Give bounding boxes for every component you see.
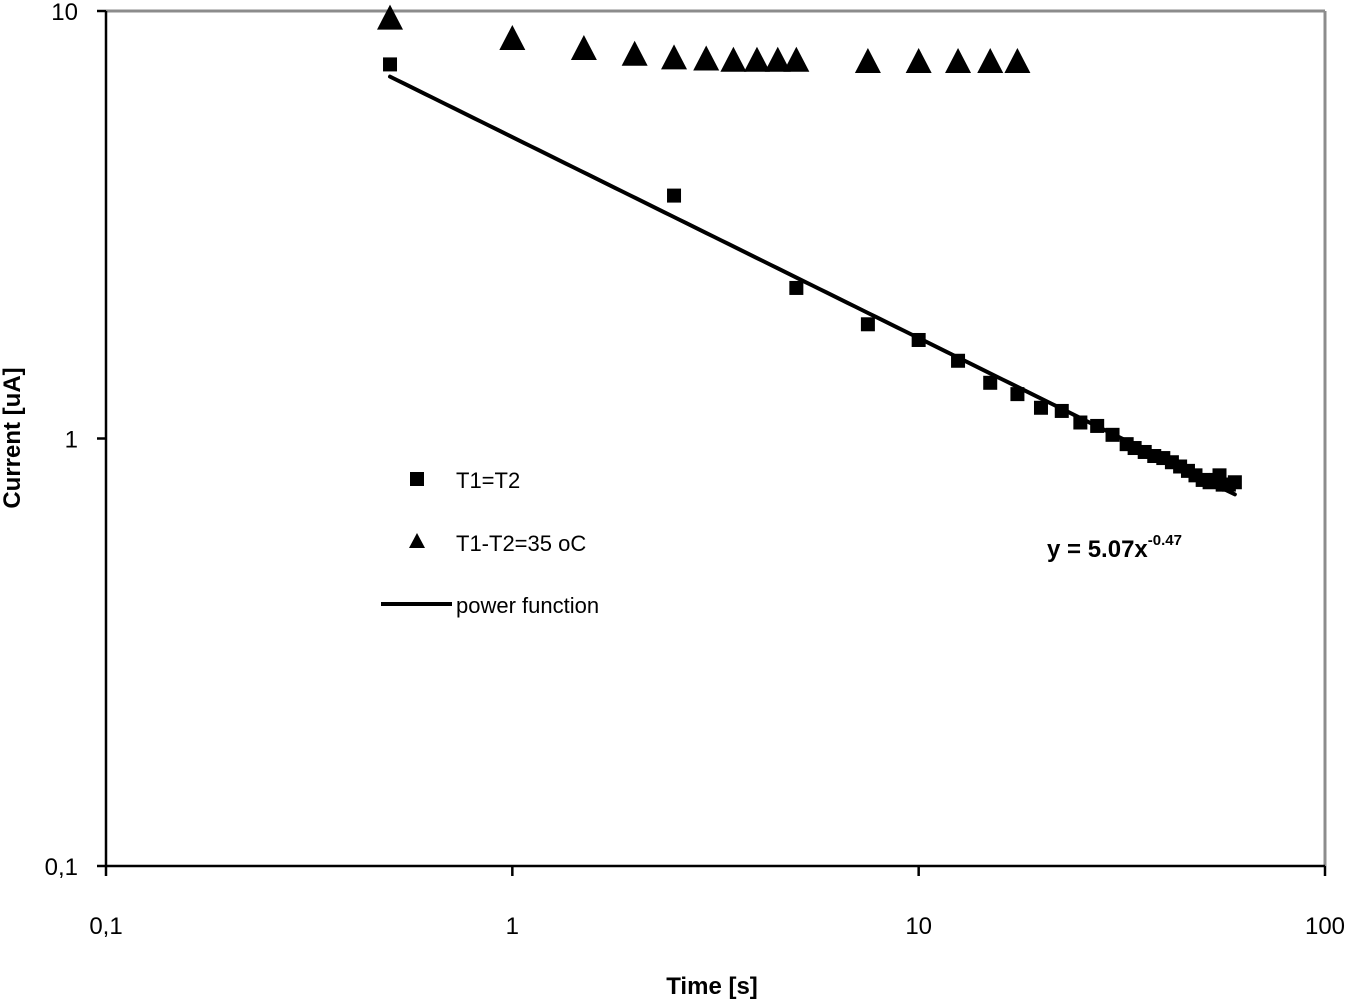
data-point-t1-equals-t2 xyxy=(1227,475,1242,490)
data-point-t1-equals-t2 xyxy=(789,280,804,295)
x-tick-label: 1 xyxy=(506,913,519,940)
data-point-temp-difference xyxy=(764,46,791,72)
data-point-temp-difference xyxy=(720,46,747,72)
legend-label-temp-difference: T1-T2=35 oC xyxy=(456,531,586,556)
data-point-temp-difference xyxy=(977,47,1004,73)
data-point-temp-difference xyxy=(570,34,597,60)
x-tick-label: 0,1 xyxy=(89,913,122,940)
data-point-t1-equals-t2 xyxy=(951,353,966,368)
fit-equation-base: y = 5.07x xyxy=(1047,536,1148,563)
data-point-t1-equals-t2 xyxy=(1073,415,1088,430)
data-point-temp-difference xyxy=(661,44,688,70)
data-point-temp-difference xyxy=(945,47,972,73)
data-point-t1-equals-t2 xyxy=(1033,400,1048,415)
fit-equation-exponent: -0.47 xyxy=(1148,532,1182,549)
legend-label-t1-equals-t2: T1=T2 xyxy=(456,468,520,493)
x-tick-label: 100 xyxy=(1305,913,1345,940)
data-point-temp-difference xyxy=(377,4,404,30)
data-point-temp-difference xyxy=(743,46,770,72)
data-point-temp-difference xyxy=(621,40,648,66)
y-tick-label: 1 xyxy=(65,427,78,454)
legend: T1=T2 T1-T2=35 oC power function xyxy=(381,468,599,618)
data-point-t1-equals-t2 xyxy=(983,375,998,390)
x-tick-label: 10 xyxy=(905,913,932,940)
legend-marker-triangle xyxy=(409,533,425,548)
y-tick-label: 0,1 xyxy=(45,854,78,881)
data-point-t1-equals-t2 xyxy=(1010,387,1025,402)
x-axis-label: Time [s] xyxy=(666,973,758,1000)
data-point-t1-equals-t2 xyxy=(1105,427,1120,442)
data-point-temp-difference xyxy=(693,45,720,71)
legend-label-power-function: power function xyxy=(456,593,599,618)
data-point-t1-equals-t2 xyxy=(383,57,398,72)
legend-marker-square xyxy=(410,472,424,486)
data-point-t1-equals-t2 xyxy=(1054,403,1069,418)
series-layer xyxy=(377,4,1242,497)
axis-layer: 0,1 1 10 0,1 1 10 100 xyxy=(45,0,1345,940)
data-point-temp-difference xyxy=(783,46,810,72)
data-point-temp-difference xyxy=(499,25,526,51)
data-point-t1-equals-t2 xyxy=(667,188,682,203)
data-point-t1-equals-t2 xyxy=(1090,418,1105,433)
data-point-temp-difference xyxy=(1004,47,1031,73)
data-point-t1-equals-t2 xyxy=(860,317,875,332)
y-tick-label: 10 xyxy=(51,0,78,26)
plot-layer xyxy=(106,9,1327,866)
data-point-temp-difference xyxy=(854,47,881,73)
y-axis-label: Current [uA] xyxy=(0,367,26,508)
data-point-t1-equals-t2 xyxy=(911,332,926,347)
data-point-temp-difference xyxy=(905,47,932,73)
fit-equation-annotation: y = 5.07x-0.47 xyxy=(1047,532,1182,563)
